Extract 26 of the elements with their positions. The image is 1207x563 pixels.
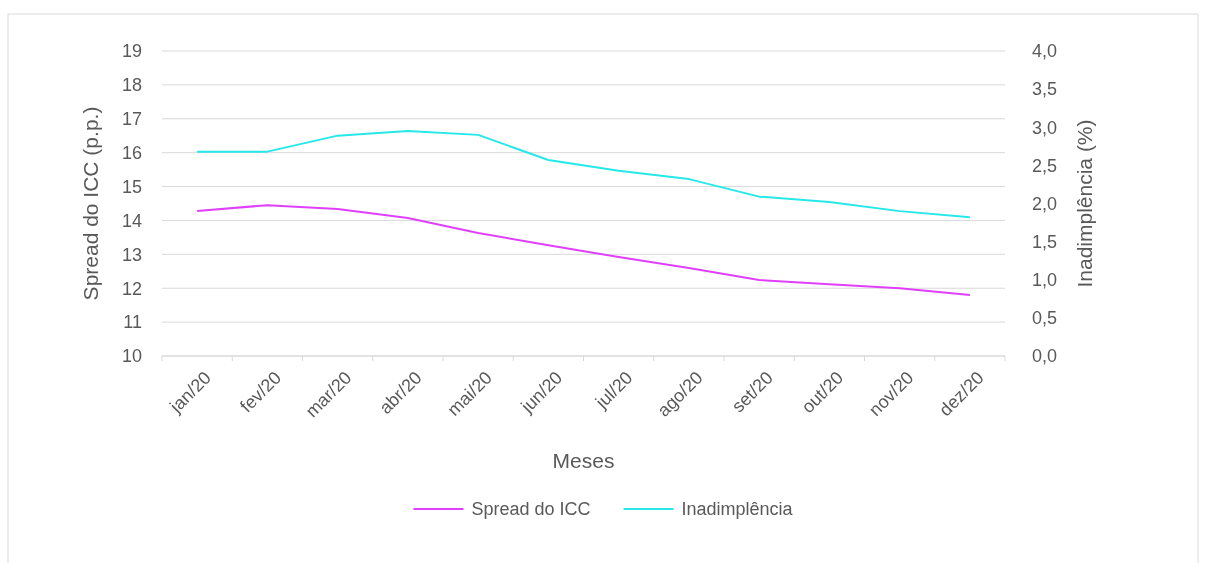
y-tick-label: 10 — [121, 346, 142, 367]
y-tick-label: 17 — [121, 109, 142, 130]
y2-tick-label: 2,5 — [1032, 155, 1058, 176]
y2-tick-label: 4,0 — [1032, 41, 1058, 62]
legend-label: Spread do ICC — [471, 499, 591, 520]
y-axis-title: Spread do ICC (p.p.) — [79, 106, 102, 301]
y-tick-label: 13 — [121, 244, 142, 265]
y2-tick-label: 1,5 — [1032, 231, 1058, 252]
y2-tick-label: 0,0 — [1032, 346, 1058, 367]
legend-label: Inadimplência — [681, 499, 794, 520]
y-tick-label: 11 — [123, 312, 142, 333]
line-series — [196, 130, 971, 219]
y-tick-label: 18 — [121, 75, 142, 96]
y2-tick-label: 0,5 — [1032, 308, 1058, 329]
y2-axis-title: Inadimplência (%) — [1073, 119, 1096, 288]
line-series — [196, 204, 971, 296]
y-tick-label: 16 — [121, 142, 142, 163]
y2-tick-label: 3,5 — [1032, 79, 1058, 100]
y-tick-label: 14 — [121, 210, 142, 231]
y-tick-label: 15 — [121, 176, 142, 197]
y-tick-label: 19 — [121, 41, 142, 62]
y2-tick-label: 3,0 — [1032, 117, 1058, 138]
y-tick-label: 12 — [121, 278, 142, 299]
x-axis-title: Meses — [552, 449, 615, 472]
y2-tick-label: 1,0 — [1032, 270, 1058, 291]
y2-tick-label: 2,0 — [1032, 193, 1058, 214]
